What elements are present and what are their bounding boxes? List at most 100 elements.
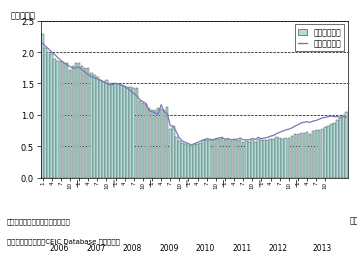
Bar — [263, 140, 266, 178]
Bar — [99, 80, 102, 178]
Bar — [303, 133, 305, 178]
Bar — [102, 82, 105, 178]
Bar — [132, 88, 135, 178]
Bar — [230, 141, 232, 178]
Bar — [193, 145, 196, 178]
Bar — [105, 80, 108, 178]
Bar — [281, 139, 284, 178]
Text: （百万戸）: （百万戸） — [10, 11, 35, 20]
Bar — [327, 126, 330, 178]
Bar — [75, 64, 77, 178]
Bar — [227, 140, 229, 178]
Bar — [208, 141, 211, 178]
Bar — [93, 75, 96, 178]
Bar — [287, 138, 290, 178]
Bar — [345, 113, 348, 178]
Text: 2013: 2013 — [313, 243, 332, 252]
Bar — [178, 141, 181, 178]
Text: （年月）: （年月） — [350, 215, 357, 224]
Bar — [169, 129, 172, 178]
Bar — [120, 86, 123, 178]
Bar — [90, 73, 92, 178]
Bar — [166, 108, 169, 178]
Bar — [330, 124, 333, 178]
Bar — [44, 49, 47, 178]
Bar — [184, 144, 187, 178]
Bar — [84, 68, 86, 178]
Bar — [139, 102, 141, 178]
Bar — [221, 138, 223, 178]
Bar — [145, 105, 147, 178]
Bar — [236, 141, 238, 178]
Legend: 住宅着工件数, 建設許可件数: 住宅着工件数, 建設許可件数 — [295, 25, 344, 52]
Bar — [293, 135, 296, 178]
Bar — [321, 129, 323, 178]
Bar — [275, 138, 278, 178]
Bar — [248, 142, 251, 178]
Bar — [269, 140, 272, 178]
Bar — [306, 133, 308, 178]
Bar — [324, 127, 327, 178]
Bar — [202, 140, 205, 178]
Bar — [336, 121, 339, 178]
Bar — [160, 110, 162, 178]
Text: 2010: 2010 — [196, 243, 215, 252]
Bar — [111, 85, 114, 178]
Bar — [47, 53, 50, 178]
Bar — [196, 145, 199, 178]
Bar — [96, 78, 99, 178]
Bar — [224, 141, 226, 178]
Bar — [126, 88, 129, 178]
Text: 2008: 2008 — [122, 243, 142, 252]
Bar — [151, 110, 153, 178]
Bar — [69, 70, 71, 178]
Bar — [300, 133, 302, 178]
Bar — [148, 109, 150, 178]
Bar — [154, 111, 156, 178]
Bar — [50, 55, 53, 178]
Bar — [78, 64, 80, 178]
Bar — [163, 111, 165, 178]
Bar — [233, 141, 235, 178]
Bar — [342, 115, 345, 178]
Bar — [315, 131, 317, 178]
Bar — [181, 144, 184, 178]
Text: 2009: 2009 — [159, 243, 178, 252]
Text: 2007: 2007 — [86, 243, 105, 252]
Bar — [87, 69, 90, 178]
Bar — [117, 85, 120, 178]
Bar — [257, 140, 260, 178]
Text: 資料：米国商務省、CEIC Database から作成。: 資料：米国商務省、CEIC Database から作成。 — [7, 237, 120, 244]
Bar — [175, 137, 178, 178]
Bar — [291, 137, 293, 178]
Bar — [187, 145, 190, 178]
Text: 2012: 2012 — [268, 243, 288, 252]
Bar — [333, 123, 336, 178]
Bar — [339, 118, 342, 178]
Bar — [81, 67, 84, 178]
Bar — [285, 138, 287, 178]
Bar — [272, 139, 275, 178]
Bar — [199, 144, 202, 178]
Bar — [130, 88, 132, 178]
Bar — [72, 67, 74, 178]
Bar — [218, 140, 220, 178]
Text: 備考：季節調整値。年率換算値。: 備考：季節調整値。年率換算値。 — [7, 217, 71, 224]
Bar — [251, 141, 253, 178]
Bar — [297, 135, 299, 178]
Bar — [242, 142, 245, 178]
Bar — [211, 141, 214, 178]
Bar — [239, 140, 241, 178]
Bar — [266, 140, 269, 178]
Bar — [41, 35, 44, 178]
Bar — [157, 109, 159, 178]
Bar — [172, 126, 175, 178]
Bar — [142, 103, 144, 178]
Text: 2006: 2006 — [50, 243, 69, 252]
Bar — [260, 141, 263, 178]
Bar — [205, 140, 208, 178]
Bar — [60, 61, 62, 178]
Bar — [254, 142, 257, 178]
Bar — [190, 147, 193, 178]
Bar — [54, 60, 56, 178]
